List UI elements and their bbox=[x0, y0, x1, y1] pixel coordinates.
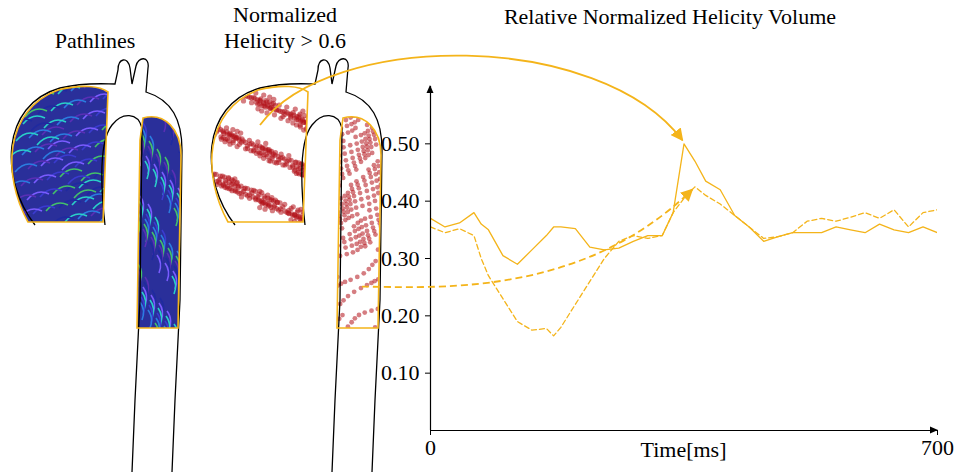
svg-text:0.30: 0.30 bbox=[381, 246, 420, 271]
svg-text:0.40: 0.40 bbox=[381, 188, 420, 213]
svg-text:0.10: 0.10 bbox=[381, 360, 420, 385]
html-text:Pathlines: Pathlines bbox=[54, 28, 136, 53]
html-text:Time[ms]: Time[ms] bbox=[640, 437, 727, 462]
html-text:Normalized Helicity > 0.6: Normalized Helicity > 0.6 bbox=[224, 2, 346, 53]
svg-text:0.50: 0.50 bbox=[381, 131, 420, 156]
svg-text:0.20: 0.20 bbox=[381, 303, 420, 328]
svg-text:700: 700 bbox=[921, 435, 954, 460]
svg-text:0: 0 bbox=[425, 435, 436, 460]
html-text:Relative Normalized Helicity V: Relative Normalized Helicity Volume bbox=[503, 4, 837, 29]
